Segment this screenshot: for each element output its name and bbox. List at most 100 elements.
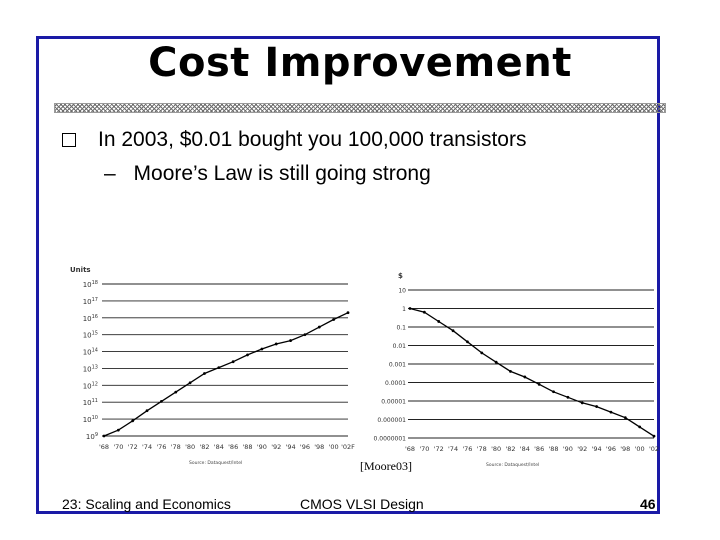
x-tick-label: '86 <box>228 443 238 451</box>
x-tick-label: '70 <box>113 443 123 451</box>
data-point <box>408 307 412 310</box>
sub-bullet-item: – Moore’s Law is still going strong <box>104 162 431 186</box>
data-point <box>289 339 292 342</box>
y-tick-label: 0.00001 <box>381 399 406 406</box>
x-tick-label: '86 <box>534 445 544 453</box>
y-tick-label: 1017 <box>83 297 98 306</box>
citation: [Moore03] <box>360 459 412 473</box>
data-point <box>217 366 221 369</box>
data-point <box>652 434 656 438</box>
x-tick-label: '90 <box>563 445 573 453</box>
data-point <box>609 410 613 414</box>
data-point <box>480 351 484 355</box>
data-point <box>623 416 627 420</box>
x-tick-label: '96 <box>300 443 310 451</box>
x-tick-label: '02 <box>649 445 659 453</box>
y-axis-label: Units <box>70 266 91 274</box>
data-point <box>537 382 541 386</box>
y-tick-label: 0.0001 <box>385 380 406 387</box>
y-tick-label: 1014 <box>83 348 98 357</box>
data-point <box>566 395 570 399</box>
data-point <box>274 342 278 346</box>
x-tick-label: '74 <box>448 445 458 453</box>
y-tick-label: 1011 <box>83 398 98 407</box>
x-tick-label: '78 <box>171 443 181 451</box>
data-point <box>346 311 350 315</box>
data-point <box>509 370 512 373</box>
x-tick-label: '88 <box>548 445 558 453</box>
x-tick-label: '84 <box>520 445 530 453</box>
x-tick-label: '98 <box>620 445 630 453</box>
data-point <box>595 405 598 408</box>
data-point <box>466 340 469 344</box>
source-note: Source: Dataquest/Intel <box>486 462 539 468</box>
data-point <box>131 419 135 423</box>
footer-title: CMOS VLSI Design <box>300 496 424 512</box>
bullet-text: In 2003, $0.01 bought you 100,000 transi… <box>98 128 527 151</box>
x-tick-label: '70 <box>419 445 429 453</box>
x-tick-label: '74 <box>142 443 152 451</box>
x-tick-label: '68 <box>405 445 415 453</box>
x-tick-label: '78 <box>477 445 487 453</box>
x-tick-label: '00 <box>329 443 339 451</box>
x-tick-label: '72 <box>128 443 138 451</box>
y-tick-label: 0.0000001 <box>374 436 407 443</box>
data-point <box>437 320 441 323</box>
data-point <box>102 434 106 438</box>
data-point <box>638 425 642 429</box>
footer-course: 23: Scaling and Economics <box>62 496 231 512</box>
y-tick-label: 0.01 <box>393 343 407 350</box>
data-point <box>552 390 555 394</box>
x-tick-label: '82 <box>199 443 209 451</box>
x-tick-label: '76 <box>156 443 166 451</box>
data-point <box>523 375 527 379</box>
y-tick-label: 1016 <box>83 314 98 323</box>
data-point <box>317 325 321 329</box>
x-tick-label: '94 <box>286 443 296 451</box>
data-point <box>203 372 206 375</box>
x-tick-label: '90 <box>257 443 267 451</box>
data-point <box>246 353 249 357</box>
y-tick-label: 1013 <box>83 364 98 373</box>
x-tick-label: '98 <box>314 443 324 451</box>
slide-frame <box>36 36 660 514</box>
x-tick-label: '94 <box>592 445 602 453</box>
data-point <box>260 347 264 351</box>
x-tick-label: '80 <box>185 443 195 451</box>
checkbox-bullet-icon <box>62 133 76 147</box>
title-divider <box>54 103 666 113</box>
y-tick-label: 109 <box>86 432 98 441</box>
x-tick-label: '72 <box>434 445 444 453</box>
series-line <box>103 312 349 437</box>
x-tick-label: '88 <box>242 443 252 451</box>
x-tick-label: '82 <box>505 445 515 453</box>
data-point <box>580 401 584 405</box>
data-point <box>303 333 307 337</box>
data-point <box>231 360 235 364</box>
footer-page-number: 46 <box>640 496 656 512</box>
x-tick-label: '92 <box>577 445 587 453</box>
data-point <box>145 409 149 413</box>
y-tick-label: 0.1 <box>396 325 406 332</box>
y-axis-label: $ <box>398 272 403 280</box>
dash-bullet: – <box>104 162 116 185</box>
cost-per-transistor-chart: $0.0000001 0.000001 0.00001 0.0001 0.001 0.01… <box>374 272 659 468</box>
x-tick-label: '96 <box>606 445 616 453</box>
bullet-item: In 2003, $0.01 bought you 100,000 transi… <box>62 128 526 152</box>
x-tick-label: '02F <box>341 443 355 451</box>
x-tick-label: '80 <box>491 445 501 453</box>
x-tick-label: '00 <box>635 445 645 453</box>
data-point <box>116 428 120 432</box>
data-point <box>422 310 426 314</box>
sub-bullet-text: Moore’s Law is still going strong <box>133 162 431 185</box>
data-point <box>188 381 192 385</box>
data-point <box>332 318 336 321</box>
series-line <box>409 307 655 437</box>
data-point <box>160 399 163 403</box>
data-point <box>451 329 455 333</box>
x-tick-label: '92 <box>271 443 281 451</box>
y-tick-label: 1018 <box>83 280 98 289</box>
y-tick-label: 1012 <box>83 381 98 390</box>
y-tick-label: 1010 <box>83 415 98 424</box>
data-point <box>494 360 498 364</box>
